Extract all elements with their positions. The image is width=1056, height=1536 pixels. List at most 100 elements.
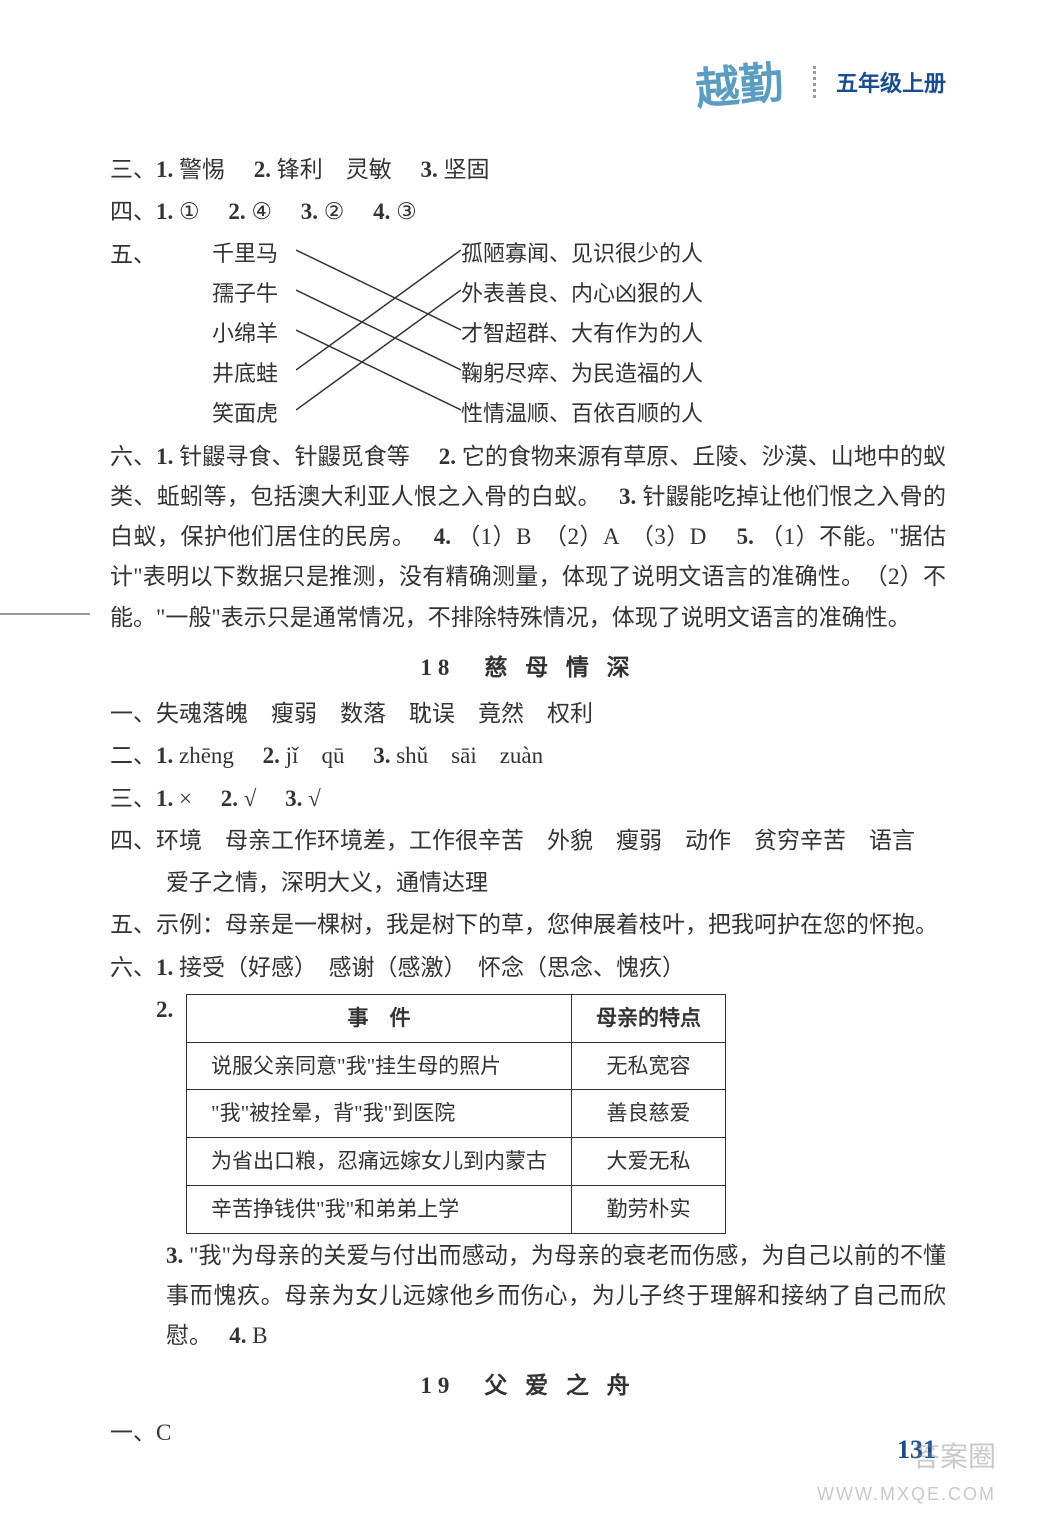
c: 为省出口粮，忍痛远嫁女儿到内蒙古 [187,1138,572,1186]
n: 2. [263,743,280,768]
event-table: 事 件 母亲的特点 说服父亲同意"我"挂生母的照片无私宽容 "我"被拴晕，背"我… [186,994,726,1234]
label: 五、 [110,912,156,937]
t: jǐ qū [286,743,345,768]
t: 环境 母亲工作环境差，工作很辛苦 外貌 瘦弱 动作 贫穷辛苦 语言 [156,828,915,853]
c: 大爱无私 [572,1138,726,1186]
n: 3. [301,199,318,224]
title-18: 18 慈 母 情 深 [110,648,946,688]
label: 一、 [110,701,156,726]
n: 1. [156,444,173,469]
n: 2. [254,157,271,182]
l18-2: 二、1. zhēng 2. jǐ qū 3. shǔ sāi zuàn [110,736,946,776]
t: 示例：母亲是一棵树，我是树下的草，您伸展着枝叶，把我呵护在您的怀抱。 [156,912,938,937]
section-3: 三、1. 警惕 2. 锋利 灵敏 3. 坚固 [110,150,946,190]
ml1: 孺子牛 [212,275,278,315]
section-5: 五、 千里马 孺子牛 小绵羊 井底蛙 笑面虎 孤陋寡闻、见识很少的人 外表善良、… [110,235,946,435]
l18-6-3: 3. "我"为母亲的关爱与付出而感动，为母亲的衰老而伤感，为自己以前的不懂事而愧… [110,1236,946,1357]
c: 无私宽容 [572,1042,726,1090]
side-line [0,613,90,615]
n: 2. [439,444,456,469]
table-row: 说服父亲同意"我"挂生母的照片无私宽容 [187,1042,726,1090]
l18-3: 三、1. × 2. √ 3. √ [110,779,946,819]
sec5-label: 五、 [110,235,156,435]
match-diagram: 千里马 孺子牛 小绵羊 井底蛙 笑面虎 孤陋寡闻、见识很少的人 外表善良、内心凶… [156,235,946,435]
t: ④ [251,199,272,224]
n: 4. [434,524,451,549]
section-6: 六、1. 针鼹寻食、针鼹觅食等 2. 它的食物来源有草原、丘陵、沙漠、山地中的蚁… [110,437,946,638]
t: （1）B （2）A （3）D [457,524,730,549]
t: ② [324,199,345,224]
l18-6-2: 2. 事 件 母亲的特点 说服父亲同意"我"挂生母的照片无私宽容 "我"被拴晕，… [110,990,946,1234]
sec4-label: 四、 [110,199,156,224]
table-row: "我"被拴晕，背"我"到医院善良慈爱 [187,1090,726,1138]
ml0: 千里马 [212,235,278,275]
sec6-label: 六、 [110,444,156,469]
th1: 母亲的特点 [572,994,726,1042]
t: shǔ sāi zuàn [396,743,543,768]
table-row: 辛苦挣钱供"我"和弟弟上学勤劳朴实 [187,1185,726,1233]
section-4: 四、1. ① 2. ④ 3. ② 4. ③ [110,192,946,232]
n: 1. [156,199,173,224]
ml2: 小绵羊 [212,315,278,355]
c: 辛苦挣钱供"我"和弟弟上学 [187,1185,572,1233]
n: 4. [229,1323,246,1348]
n: 1. [156,743,173,768]
ml4: 笑面虎 [212,395,278,435]
label: 三、 [110,786,156,811]
n: 3. [619,484,636,509]
title-19: 19 父 爱 之 舟 [110,1366,946,1406]
label: 二、 [110,743,156,768]
c: 善良慈爱 [572,1090,726,1138]
n: 2. [156,990,186,1030]
sec3-label: 三、 [110,157,156,182]
table-head: 事 件 母亲的特点 [187,994,726,1042]
t: 坚固 [444,157,490,182]
th0: 事 件 [187,994,572,1042]
match-right-col: 孤陋寡闻、见识很少的人 外表善良、内心凶狠的人 才智超群、大有作为的人 鞠躬尽瘁… [461,235,703,435]
n: 1. [156,157,173,182]
match-lines [296,235,461,435]
n: 3. [421,157,438,182]
mr4: 性情温顺、百依百顺的人 [461,395,703,435]
t: zhēng [179,743,234,768]
c: "我"被拴晕，背"我"到医院 [187,1090,572,1138]
l18-4: 四、环境 母亲工作环境差，工作很辛苦 外貌 瘦弱 动作 贫穷辛苦 语言 [110,821,946,861]
t: 接受（好感） 感谢（感激） 怀念（思念、愧疚） [179,955,685,980]
l18-6-1: 六、1. 接受（好感） 感谢（感激） 怀念（思念、愧疚） [110,948,946,988]
mr3: 鞠躬尽瘁、为民造福的人 [461,355,703,395]
c: 勤劳朴实 [572,1185,726,1233]
t: 锋利 灵敏 [277,157,392,182]
mr0: 孤陋寡闻、见识很少的人 [461,235,703,275]
c: 说服父亲同意"我"挂生母的照片 [187,1042,572,1090]
label: 四、 [110,828,156,853]
label: 一、 [110,1420,156,1445]
label: 六、 [110,955,156,980]
t: ③ [396,199,417,224]
n: 3. [285,786,302,811]
match-left-col: 千里马 孺子牛 小绵羊 井底蛙 笑面虎 [212,235,278,435]
t: ① [179,199,200,224]
n: 2. [221,786,238,811]
n: 3. [166,1243,183,1268]
l18-1: 一、失魂落魄 瘦弱 数落 耽误 竟然 权利 [110,694,946,734]
n: 2. [228,199,245,224]
t: √ [244,786,257,811]
t: 失魂落魄 瘦弱 数落 耽误 竟然 权利 [156,701,593,726]
l19-1: 一、C [110,1413,946,1453]
t: "我"为母亲的关爱与付出而感动，为母亲的衰老而伤感，为自己以前的不懂事而愧疚。母… [166,1243,946,1349]
n: 3. [373,743,390,768]
mr2: 才智超群、大有作为的人 [461,315,703,355]
logo: 越勤 [692,46,785,117]
watermark-url: WWW.MXQE.COM [817,1484,996,1505]
t: C [156,1420,171,1445]
n: 4. [373,199,390,224]
grade-label: 五年级上册 [813,66,946,98]
table-row: 为省出口粮，忍痛远嫁女儿到内蒙古大爱无私 [187,1138,726,1186]
n: 1. [156,786,173,811]
n: 1. [156,955,173,980]
mr1: 外表善良、内心凶狠的人 [461,275,703,315]
l18-5: 五、示例：母亲是一棵树，我是树下的草，您伸展着枝叶，把我呵护在您的怀抱。 [110,905,946,945]
watermark: 答案圈 [912,1435,996,1475]
t: B [252,1323,267,1348]
l18-4b: 爱子之情，深明大义，通情达理 [110,863,946,903]
